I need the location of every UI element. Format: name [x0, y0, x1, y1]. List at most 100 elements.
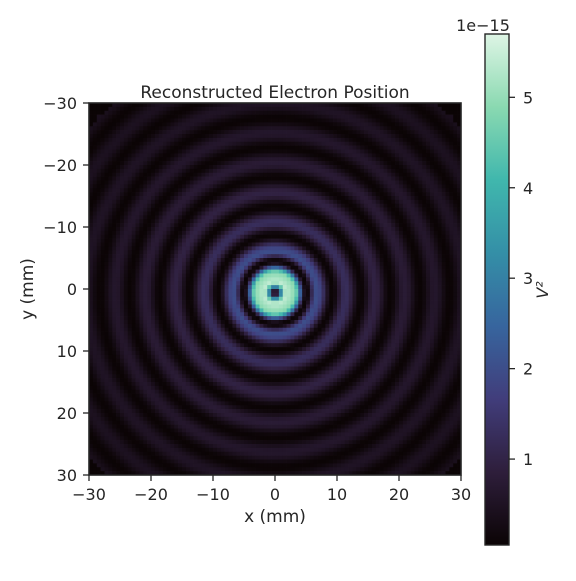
heatmap-cell [170, 172, 175, 177]
heatmap-cell [387, 265, 392, 270]
heatmap-cell [116, 118, 121, 123]
heatmap-cell [89, 180, 94, 185]
heatmap-cell [329, 261, 334, 267]
heatmap-cell [457, 292, 462, 298]
heatmap-cell [402, 289, 408, 294]
heatmap-cell [228, 145, 233, 150]
heatmap-cell [255, 234, 260, 239]
heatmap-cell [410, 126, 415, 131]
heatmap-cell [158, 277, 163, 282]
heatmap-cell [406, 153, 411, 158]
heatmap-cell [92, 114, 98, 119]
heatmap-cell [418, 269, 423, 274]
heatmap-cell [352, 130, 357, 135]
heatmap-cell [220, 196, 225, 201]
heatmap-cell [379, 211, 384, 216]
heatmap-cell [92, 300, 98, 305]
heatmap-cell [383, 134, 388, 139]
heatmap-cell [205, 215, 210, 220]
heatmap-cell [302, 106, 307, 112]
heatmap-cell [255, 285, 260, 290]
heatmap-cell [391, 219, 396, 224]
heatmap-cell [402, 180, 408, 185]
heatmap-cell [104, 192, 109, 197]
heatmap-cell [170, 250, 175, 255]
heatmap-cell [135, 106, 140, 112]
heatmap-cell [445, 211, 450, 216]
heatmap-cell [360, 168, 365, 174]
heatmap-cell [302, 227, 307, 232]
heatmap-cell [333, 258, 338, 263]
heatmap-cell [325, 211, 330, 216]
heatmap-cell [364, 227, 369, 232]
heatmap-cell [337, 130, 342, 135]
heatmap-cell [313, 199, 318, 205]
heatmap-cell [445, 145, 450, 150]
heatmap-cell [123, 246, 129, 251]
heatmap-cell [449, 269, 454, 274]
heatmap-cell [395, 300, 400, 305]
heatmap-cell [422, 223, 427, 228]
heatmap-cell [430, 106, 435, 112]
heatmap-cell [383, 281, 388, 286]
heatmap-cell [100, 134, 105, 139]
heatmap-cell [193, 246, 198, 251]
heatmap-cell [104, 234, 109, 239]
heatmap-cell [131, 199, 136, 205]
heatmap-cell [453, 161, 458, 166]
heatmap-cell [387, 168, 392, 174]
heatmap-cell [364, 203, 369, 208]
heatmap-cell [275, 126, 280, 131]
heatmap-cell [251, 106, 256, 112]
heatmap-cell [255, 157, 260, 162]
heatmap-cell [135, 122, 140, 127]
heatmap-cell [371, 292, 377, 298]
heatmap-cell [143, 180, 148, 185]
heatmap-cell [321, 199, 326, 205]
heatmap-cell [247, 145, 253, 150]
heatmap-cell [216, 250, 222, 255]
heatmap-cell [236, 134, 241, 139]
heatmap-cell [193, 250, 198, 255]
heatmap-cell [298, 250, 303, 255]
heatmap-cell [399, 246, 404, 251]
heatmap-cell [209, 285, 214, 290]
heatmap-cell [232, 254, 237, 259]
heatmap-cell [92, 153, 98, 158]
heatmap-cell [414, 137, 419, 143]
heatmap-cell [282, 292, 287, 298]
heatmap-cell [170, 261, 175, 267]
heatmap-cell [383, 188, 388, 193]
heatmap-cell [220, 292, 225, 298]
heatmap-cell [329, 165, 334, 170]
heatmap-cell [406, 203, 411, 208]
heatmap-cell [290, 223, 295, 228]
heatmap-cell [410, 114, 415, 119]
heatmap-cell [383, 265, 388, 270]
heatmap-cell [162, 269, 167, 274]
heatmap-cell [457, 122, 462, 127]
heatmap-cell [356, 250, 361, 255]
heatmap-cell [309, 196, 315, 201]
heatmap-cell [337, 223, 342, 228]
heatmap-cell [174, 203, 179, 208]
heatmap-cell [445, 118, 450, 123]
heatmap-cell [337, 296, 342, 301]
heatmap-cell [383, 168, 388, 174]
heatmap-cell [170, 141, 175, 146]
heatmap-cell [232, 184, 237, 189]
heatmap-cell [244, 149, 249, 154]
heatmap-cell [120, 165, 125, 170]
heatmap-cell [139, 106, 144, 112]
heatmap-cell [104, 254, 109, 259]
heatmap-cell [174, 137, 179, 143]
heatmap-cell [433, 261, 439, 267]
heatmap-cell [294, 199, 299, 205]
heatmap-cell [286, 168, 291, 174]
heatmap-cell [317, 289, 322, 294]
heatmap-cell [457, 234, 462, 239]
heatmap-cell [449, 114, 454, 119]
heatmap-cell [100, 137, 105, 143]
heatmap-cell [441, 196, 446, 201]
heatmap-cell [371, 165, 377, 170]
